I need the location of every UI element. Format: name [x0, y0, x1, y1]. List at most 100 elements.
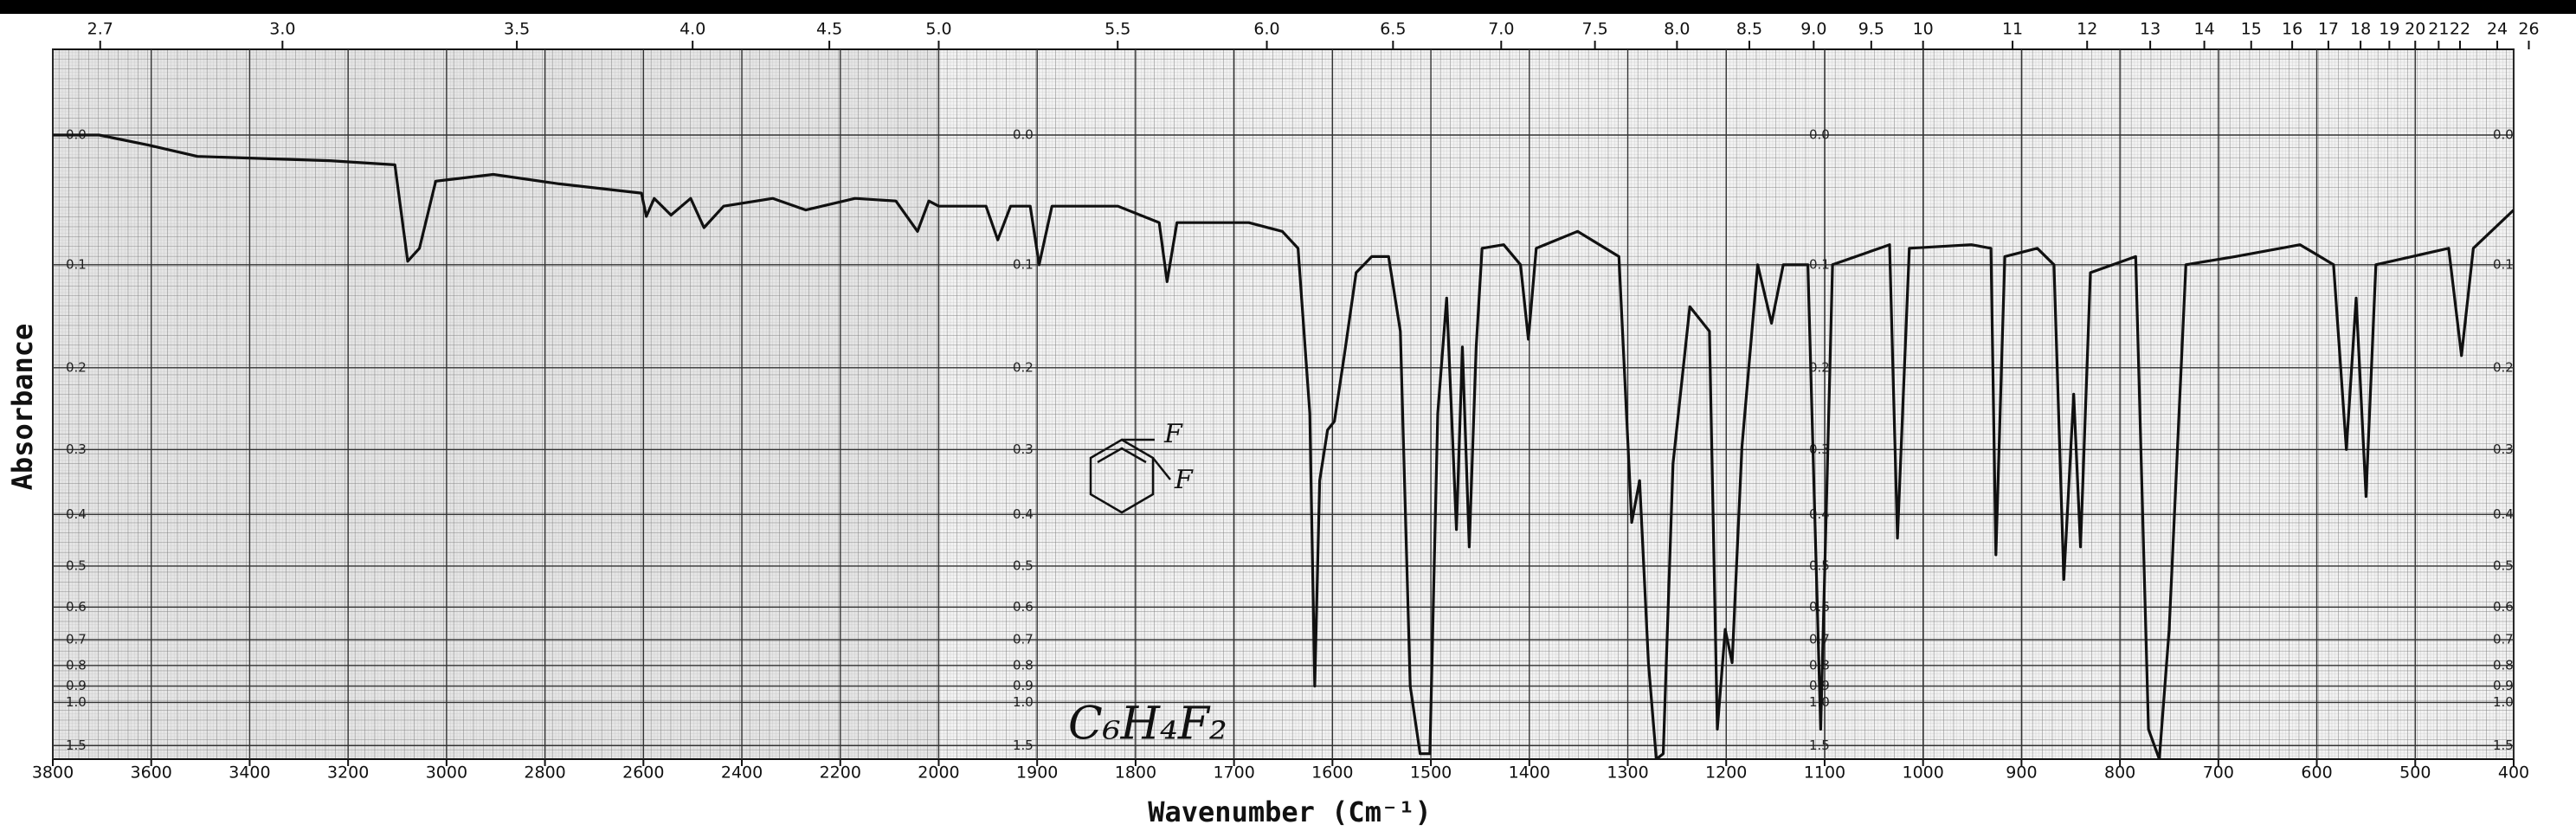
x-tick-label: 3800 [32, 763, 74, 783]
spectrum-line [53, 133, 2514, 759]
y-tick-label: 0.8 [1013, 657, 1034, 673]
x2-tick-label: 17 [2318, 20, 2339, 39]
y-tick-label: 0.0 [1809, 127, 1830, 143]
x2-tick-label: 9.5 [1858, 20, 1884, 39]
x2-tick-label: 10 [1913, 20, 1934, 39]
grid-layer [52, 49, 2515, 759]
y-tick-label: 0.9 [1013, 678, 1034, 693]
y-tick-label: 0.4 [2493, 506, 2514, 522]
x-tick-label: 700 [2203, 763, 2234, 783]
y-tick-label: 0.8 [2493, 657, 2514, 673]
y-tick-label: 0.5 [1013, 557, 1034, 573]
x2-tick-label: 8.5 [1736, 20, 1762, 39]
x-tick-label: 1100 [1804, 763, 1845, 783]
x-tick-label: 1200 [1705, 763, 1747, 783]
y-tick-label: 0.0 [2493, 127, 2514, 143]
formula-annotation: C₆H₄F₂ [1068, 699, 1227, 750]
x2-tick-label: 3.0 [269, 20, 295, 39]
x2-tick-label: 5.5 [1104, 20, 1130, 39]
x-tick-label: 800 [2104, 763, 2135, 783]
x2-tick-label: 6.5 [1380, 20, 1406, 39]
x-tick-label: 1400 [1509, 763, 1550, 783]
x-tick-label: 3200 [327, 763, 369, 783]
y-tick-label: 0.1 [66, 256, 87, 272]
x-tick-label: 3400 [229, 763, 270, 783]
x-tick-label: 1800 [1115, 763, 1156, 783]
x-tick-label: 400 [2498, 763, 2529, 783]
x2-tick-label: 9.0 [1800, 20, 1826, 39]
y-tick-label: 0.2 [1809, 359, 1830, 375]
y-tick-label: 0.2 [2493, 359, 2514, 375]
x2-tick-label: 14 [2194, 20, 2215, 39]
structure-label: F [1163, 419, 1183, 449]
x-tick-label: 1700 [1213, 763, 1254, 783]
x2-tick-label: 24 [2487, 20, 2508, 39]
x2-tick-label: 12 [2077, 20, 2097, 39]
x2-tick-label: 21 [2428, 20, 2449, 39]
y-tick-label: 0.0 [1013, 127, 1034, 143]
x2-tick-label: 19 [2379, 20, 2399, 39]
y-tick-label: 1.5 [1013, 738, 1034, 753]
x-tick-label: 1600 [1311, 763, 1353, 783]
y-tick-label: 0.5 [1809, 557, 1830, 573]
x2-tick-label: 7.5 [1582, 20, 1608, 39]
y-tick-label: 1.0 [1013, 694, 1034, 710]
x-tick-label: 500 [2399, 763, 2431, 783]
x2-tick-label: 13 [2140, 20, 2161, 39]
y-axis-title: Absorbance [6, 324, 39, 491]
structure-drawing [1089, 438, 1171, 514]
y-tick-label: 0.7 [2493, 631, 2514, 647]
y-tick-label: 0.7 [1013, 631, 1034, 647]
label-layer: 0.0 0.0 0.0 0.00.1 0.1 0.1 0.10.2 0.2 0.2 0.20.3 0… [32, 20, 2540, 783]
x2-tick-label: 2.7 [87, 20, 113, 39]
x2-tick-label: 16 [2282, 20, 2302, 39]
y-tick-label: 1.0 [2493, 694, 2514, 710]
y-tick-label: 0.1 [1809, 256, 1830, 272]
x2-tick-label: 4.5 [816, 20, 842, 39]
x2-tick-label: 22 [2450, 20, 2470, 39]
x-tick-label: 1300 [1607, 763, 1648, 783]
y-tick-label: 0.9 [66, 678, 87, 693]
y-tick-label: 0.6 [1809, 599, 1830, 615]
y-tick-label: 0.5 [66, 557, 87, 573]
x2-tick-label: 15 [2241, 20, 2262, 39]
x2-tick-label: 26 [2518, 20, 2539, 39]
paper-grid [53, 49, 2514, 759]
y-tick-label: 0.7 [66, 631, 87, 647]
x2-tick-label: 8.0 [1664, 20, 1690, 39]
y-tick-label: 0.2 [1013, 359, 1034, 375]
y-tick-label: 0.3 [2493, 441, 2514, 457]
y-tick-label: 1.5 [2493, 738, 2514, 753]
x2-tick-label: 11 [2002, 20, 2023, 39]
x-tick-label: 1000 [1903, 763, 1944, 783]
y-tick-label: 0.3 [66, 441, 87, 457]
x-tick-label: 3600 [131, 763, 172, 783]
y-tick-label: 0.5 [2493, 557, 2514, 573]
y-tick-label: 1.0 [66, 694, 87, 710]
f-bond [1152, 457, 1171, 480]
y-tick-label: 1.5 [1809, 738, 1830, 753]
x-tick-label: 2400 [721, 763, 763, 783]
x2-tick-label: 20 [2405, 20, 2425, 39]
y-tick-label: 0.6 [2493, 599, 2514, 615]
x-tick-label: 3000 [426, 763, 467, 783]
x-tick-label: 2000 [918, 763, 959, 783]
y-tick-label: 0.1 [1013, 256, 1034, 272]
x2-tick-label: 6.0 [1253, 20, 1279, 39]
header-band [0, 0, 2576, 14]
y-tick-label: 0.2 [66, 359, 87, 375]
ring-bond [1097, 447, 1147, 464]
x-tick-label: 2600 [622, 763, 664, 783]
x-tick-label: 600 [2301, 763, 2332, 783]
x2-tick-label: 5.0 [925, 20, 951, 39]
x-tick-label: 1500 [1410, 763, 1452, 783]
y-tick-label: 1.5 [66, 738, 87, 753]
structure-label: F [1174, 465, 1194, 495]
y-tick-label: 0.6 [1013, 599, 1034, 615]
x2-tick-label: 18 [2350, 20, 2371, 39]
y-tick-label: 0.4 [66, 506, 87, 522]
x-axis-title: Wavenumber (Cm⁻¹) [1148, 796, 1432, 828]
x-tick-label: 900 [2006, 763, 2037, 783]
x-tick-label: 2800 [524, 763, 565, 783]
